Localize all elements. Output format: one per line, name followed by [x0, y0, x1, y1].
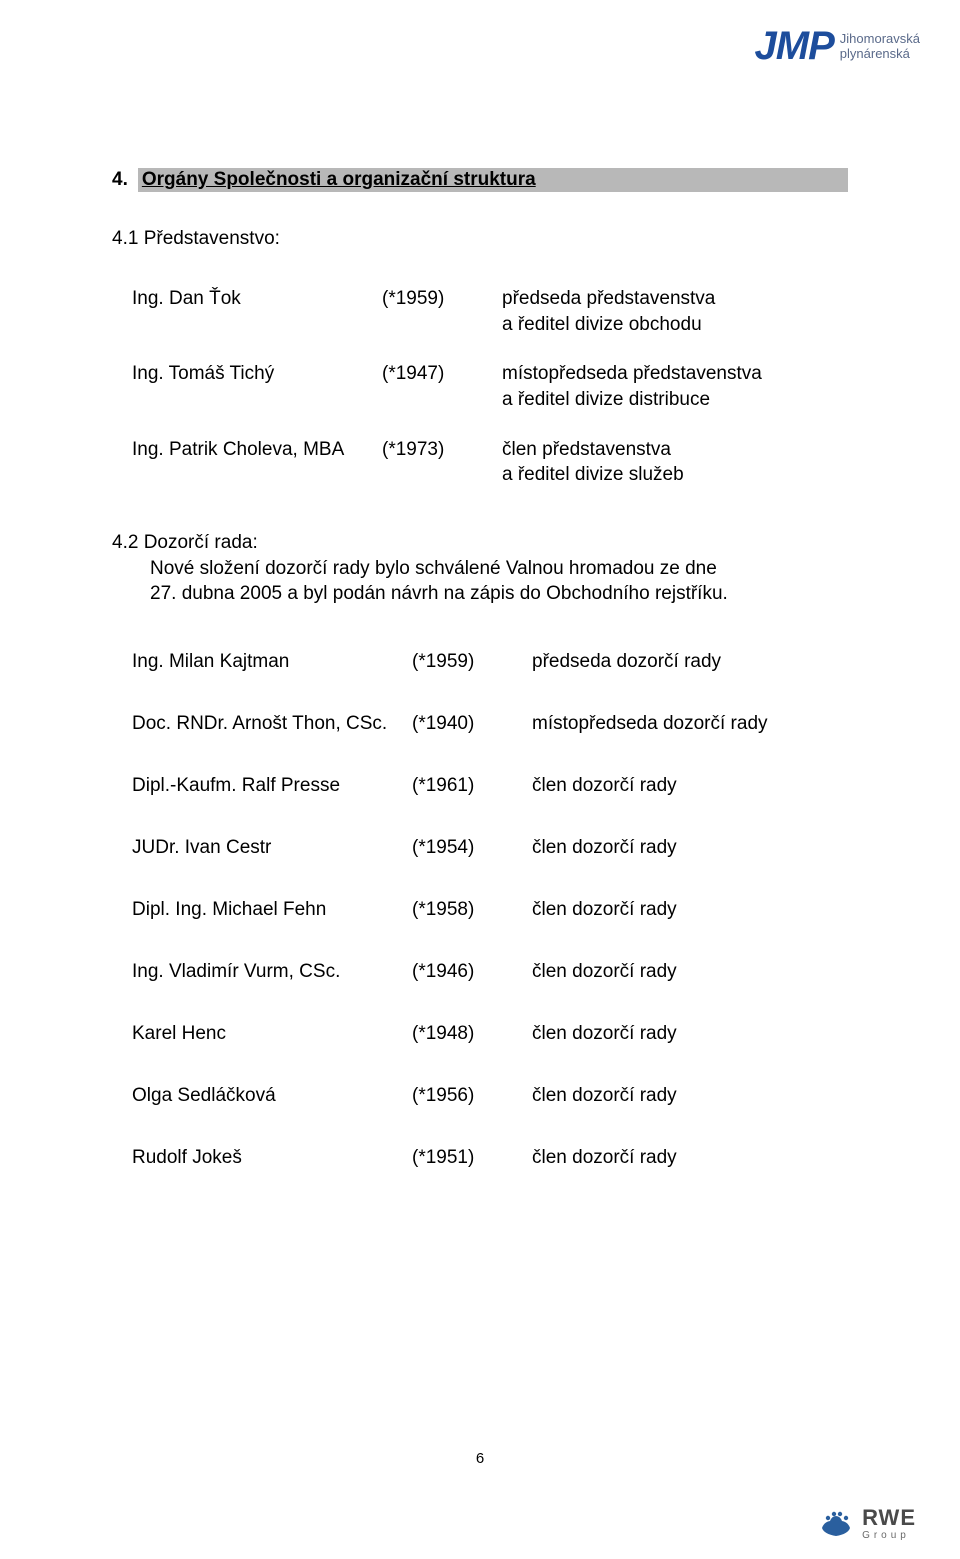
council-name: Olga Sedláčková [132, 1085, 412, 1107]
council-year: (*1948) [412, 1023, 532, 1045]
rwe-hand-icon [818, 1508, 854, 1540]
section-heading: 4. Orgány Společnosti a organizační stru… [112, 168, 848, 192]
council-role: místopředseda dozorčí rady [532, 713, 848, 735]
council-year: (*1951) [412, 1147, 532, 1169]
council-year: (*1961) [412, 775, 532, 797]
council-name: Karel Henc [132, 1023, 412, 1045]
board-row: Ing. Dan Ťok (*1959) předseda představen… [132, 286, 848, 337]
section-number: 4. [112, 169, 128, 191]
board-year: (*1959) [382, 286, 502, 337]
header-logo: JMP Jihomoravská plynárenská [755, 24, 920, 69]
section-title-bar: Orgány Společnosti a organizační struktu… [138, 168, 848, 192]
board-heading: 4.1 Představenstvo: [112, 228, 848, 250]
council-year: (*1940) [412, 713, 532, 735]
council-name: Doc. RNDr. Arnošt Thon, CSc. [132, 713, 412, 735]
council-year: (*1954) [412, 837, 532, 859]
council-row: Karel Henc (*1948) člen dozorčí rady [132, 1023, 848, 1045]
council-role: předseda dozorčí rady [532, 651, 848, 673]
council-row: Dipl. Ing. Michael Fehn (*1958) člen doz… [132, 899, 848, 921]
council-row: Ing. Vladimír Vurm, CSc. (*1946) člen do… [132, 961, 848, 983]
council-role: člen dozorčí rady [532, 1023, 848, 1045]
council-row: Dipl.-Kaufm. Ralf Presse (*1961) člen do… [132, 775, 848, 797]
council-row: JUDr. Ivan Cestr (*1954) člen dozorčí ra… [132, 837, 848, 859]
council-row: Olga Sedláčková (*1956) člen dozorčí rad… [132, 1085, 848, 1107]
role-line: předseda představenstva [502, 288, 715, 309]
board-row: Ing. Tomáš Tichý (*1947) místopředseda p… [132, 361, 848, 412]
board-name: Ing. Patrik Choleva, MBA [132, 437, 382, 488]
council-name: Ing. Milan Kajtman [132, 651, 412, 673]
council-year: (*1959) [412, 651, 532, 673]
rwe-main-text: RWE [862, 1507, 916, 1529]
council-role: člen dozorčí rady [532, 1085, 848, 1107]
footer-logo: RWE Group [818, 1507, 916, 1541]
board-row: Ing. Patrik Choleva, MBA (*1973) člen př… [132, 437, 848, 488]
council-heading: 4.2 Dozorčí rada: [112, 532, 848, 554]
page-number: 6 [0, 1450, 960, 1467]
board-table: Ing. Dan Ťok (*1959) předseda představen… [132, 286, 848, 488]
section-title: Orgány Společnosti a organizační struktu… [142, 169, 536, 190]
rwe-sub-text: Group [862, 1531, 916, 1541]
role-line: a ředitel divize distribuce [502, 389, 710, 410]
logo-sub-line1: Jihomoravská [840, 32, 920, 46]
logo-sub-line2: plynárenská [840, 47, 920, 61]
council-name: JUDr. Ivan Cestr [132, 837, 412, 859]
council-role: člen dozorčí rady [532, 1147, 848, 1169]
council-year: (*1956) [412, 1085, 532, 1107]
council-role: člen dozorčí rady [532, 775, 848, 797]
council-year: (*1946) [412, 961, 532, 983]
council-row: Ing. Milan Kajtman (*1959) předseda dozo… [132, 651, 848, 673]
intro-line: 27. dubna 2005 a byl podán návrh na zápi… [150, 583, 728, 604]
council-name: Rudolf Jokeš [132, 1147, 412, 1169]
council-table: Ing. Milan Kajtman (*1959) předseda dozo… [132, 651, 848, 1169]
board-role: místopředseda představenstva a ředitel d… [502, 361, 848, 412]
council-role: člen dozorčí rady [532, 899, 848, 921]
council-name: Ing. Vladimír Vurm, CSc. [132, 961, 412, 983]
council-name: Dipl.-Kaufm. Ralf Presse [132, 775, 412, 797]
board-role: člen představenstva a ředitel divize slu… [502, 437, 848, 488]
role-line: a ředitel divize obchodu [502, 314, 702, 335]
rwe-text: RWE Group [862, 1507, 916, 1541]
role-line: a ředitel divize služeb [502, 464, 684, 485]
role-line: místopředseda představenstva [502, 363, 762, 384]
board-role: předseda představenstva a ředitel divize… [502, 286, 848, 337]
role-line: člen představenstva [502, 439, 671, 460]
logo-subtitle: Jihomoravská plynárenská [840, 32, 920, 61]
council-row: Doc. RNDr. Arnošt Thon, CSc. (*1940) mís… [132, 713, 848, 735]
council-role: člen dozorčí rady [532, 961, 848, 983]
board-name: Ing. Tomáš Tichý [132, 361, 382, 412]
council-row: Rudolf Jokeš (*1951) člen dozorčí rady [132, 1147, 848, 1169]
council-name: Dipl. Ing. Michael Fehn [132, 899, 412, 921]
council-intro: Nové složení dozorčí rady bylo schválené… [150, 556, 848, 607]
board-name: Ing. Dan Ťok [132, 286, 382, 337]
page-content: 4. Orgány Společnosti a organizační stru… [112, 168, 848, 1209]
board-year: (*1947) [382, 361, 502, 412]
intro-line: Nové složení dozorčí rady bylo schválené… [150, 558, 717, 579]
council-year: (*1958) [412, 899, 532, 921]
council-role: člen dozorčí rady [532, 837, 848, 859]
logo-main-text: JMP [755, 24, 834, 69]
board-year: (*1973) [382, 437, 502, 488]
